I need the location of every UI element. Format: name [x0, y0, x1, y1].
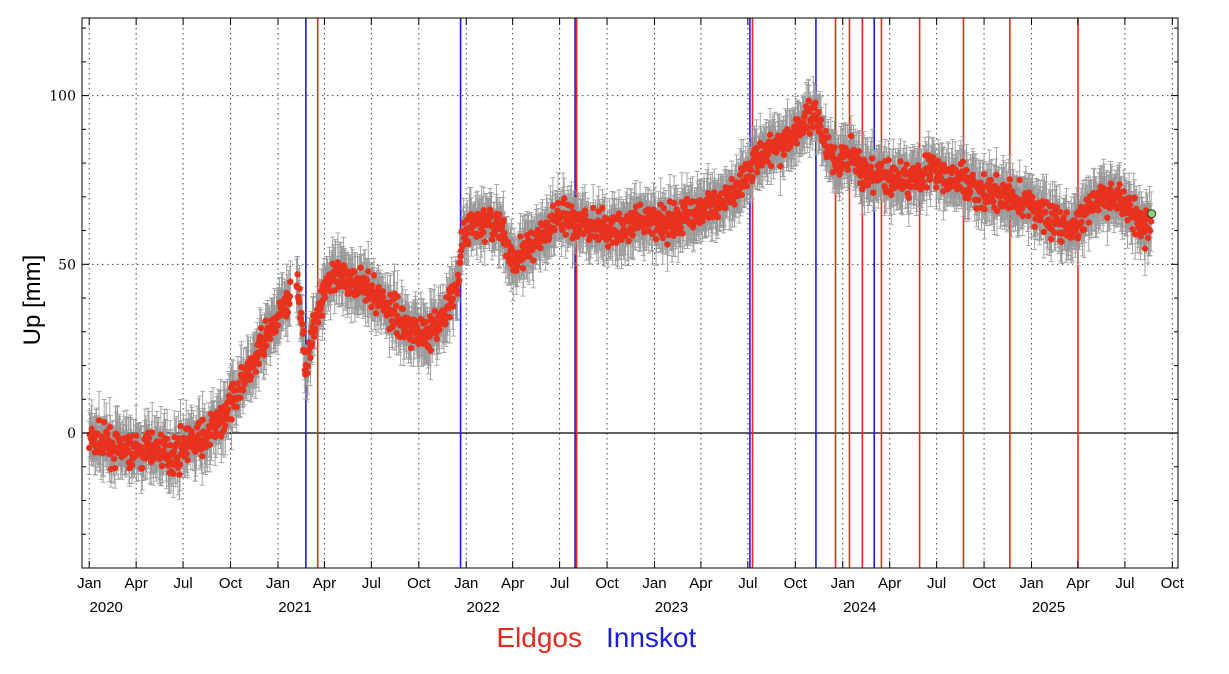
- event-lines: [305, 18, 1079, 568]
- error-bars: [86, 76, 1154, 500]
- grid: [82, 18, 1178, 568]
